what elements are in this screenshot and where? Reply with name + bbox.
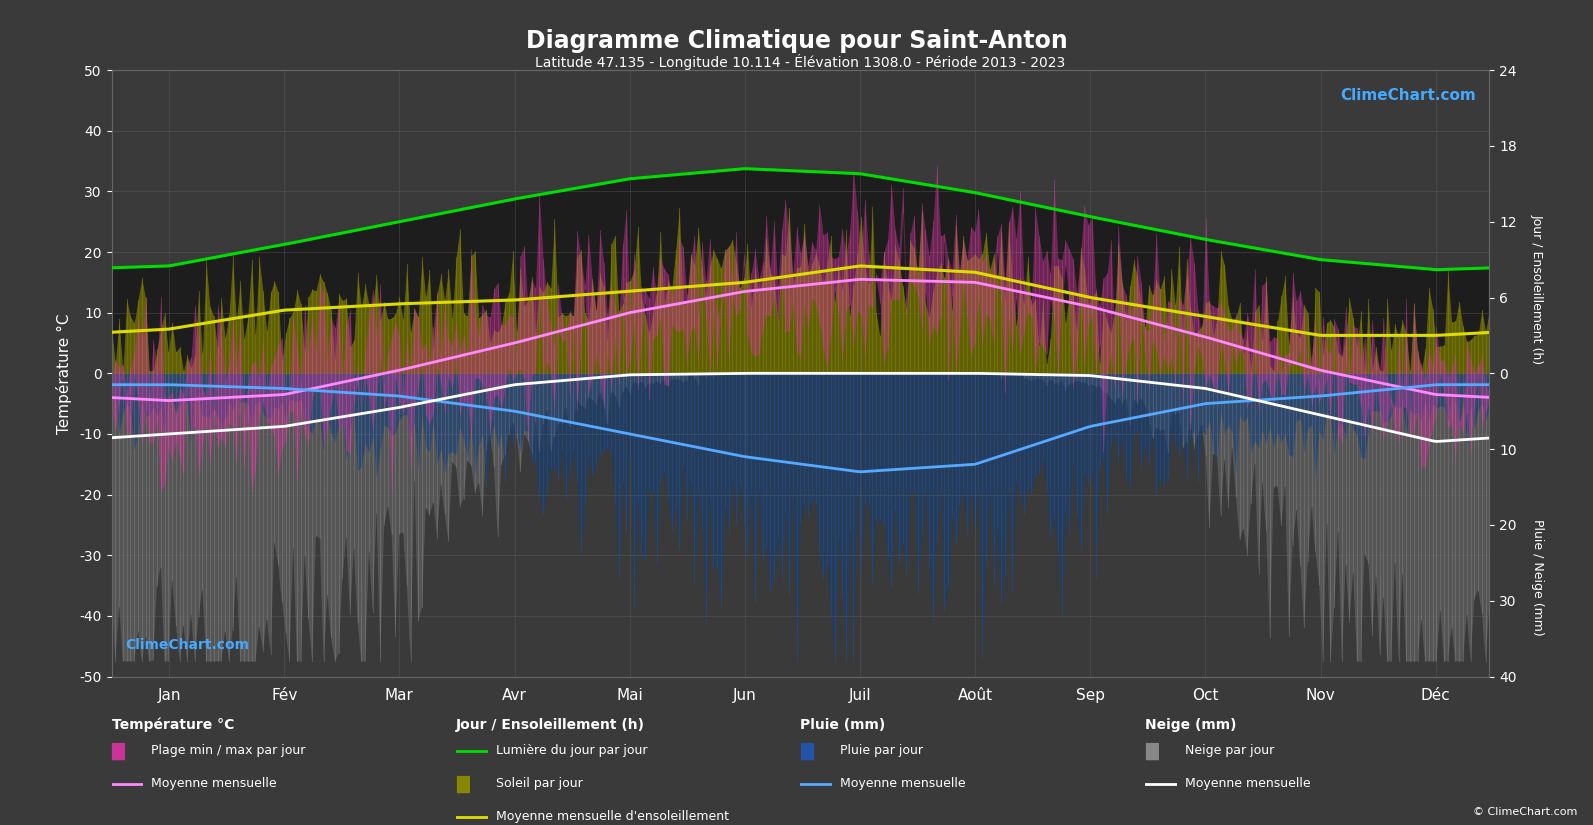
Title: Latitude 47.135 - Longitude 10.114 - Élévation 1308.0 - Période 2013 - 2023: Latitude 47.135 - Longitude 10.114 - Élé…: [535, 54, 1066, 70]
Text: Pluie (mm): Pluie (mm): [801, 718, 886, 732]
Text: Jour / Ensoleillement (h): Jour / Ensoleillement (h): [1531, 214, 1544, 364]
Text: ClimeChart.com: ClimeChart.com: [126, 639, 249, 653]
Text: Neige par jour: Neige par jour: [1185, 744, 1274, 757]
Text: Neige (mm): Neige (mm): [1145, 718, 1236, 732]
Text: © ClimeChart.com: © ClimeChart.com: [1472, 807, 1577, 817]
Text: Température °C: Température °C: [112, 718, 234, 733]
Text: █: █: [112, 742, 124, 760]
Text: Plage min / max par jour: Plage min / max par jour: [151, 744, 306, 757]
Text: Moyenne mensuelle: Moyenne mensuelle: [1185, 777, 1311, 790]
Text: Moyenne mensuelle d'ensoleillement: Moyenne mensuelle d'ensoleillement: [495, 810, 730, 823]
Text: Pluie / Neige (mm): Pluie / Neige (mm): [1531, 519, 1544, 636]
Text: Moyenne mensuelle: Moyenne mensuelle: [151, 777, 277, 790]
Text: Soleil par jour: Soleil par jour: [495, 777, 583, 790]
Text: Lumière du jour par jour: Lumière du jour par jour: [495, 744, 647, 757]
Text: Moyenne mensuelle: Moyenne mensuelle: [841, 777, 965, 790]
Text: █: █: [456, 775, 468, 793]
Text: Pluie par jour: Pluie par jour: [841, 744, 924, 757]
Text: █: █: [1145, 742, 1158, 760]
Text: Diagramme Climatique pour Saint-Anton: Diagramme Climatique pour Saint-Anton: [526, 29, 1067, 53]
Text: Jour / Ensoleillement (h): Jour / Ensoleillement (h): [456, 718, 645, 732]
Text: █: █: [801, 742, 814, 760]
Y-axis label: Température °C: Température °C: [56, 313, 72, 434]
Text: ClimeChart.com: ClimeChart.com: [1340, 88, 1475, 103]
